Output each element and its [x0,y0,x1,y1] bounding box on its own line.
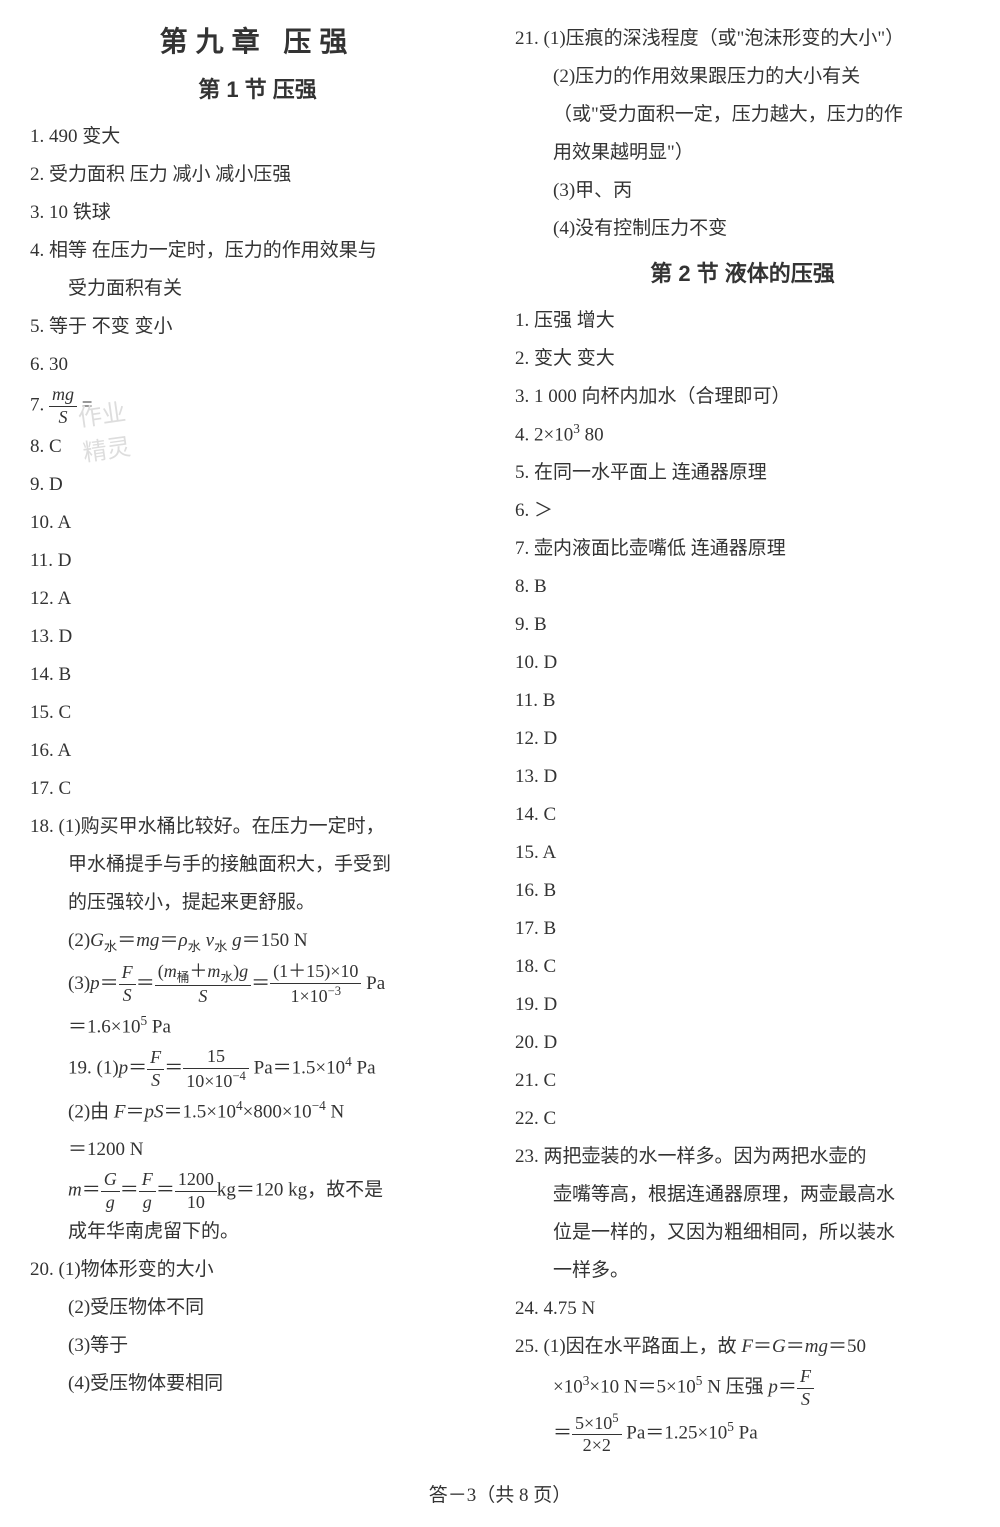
answer-line: 壶嘴等高，根据连通器原理，两壶最高水 [515,1176,970,1214]
answer-line: 20. D [515,1024,970,1062]
q7-suffix: = [77,395,92,416]
answer-line: 7. mg S = [30,384,485,428]
answer-line: 23. 两把壶装的水一样多。因为两把水壶的 [515,1138,970,1176]
answer-line: 15. A [515,834,970,872]
answer-line: m＝Gg＝Fg＝120010kg＝120 kg，故不是 [30,1169,485,1213]
answer-line: ＝5×1052×2 Pa＝1.25×105 Pa [515,1411,970,1457]
two-column-layout: 第九章 压强 第 1 节 压强 1. 490 变大 2. 受力面积 压力 减小 … [30,20,970,1457]
answer-line: 1. 490 变大 [30,118,485,156]
answer-line: 20. (1)物体形变的大小 [30,1251,485,1289]
section2-title: 第 2 节 液体的压强 [515,256,970,288]
answer-line: 10. D [515,644,970,682]
answer-line: 12. A [30,580,485,618]
chapter-title: 第九章 压强 [30,20,485,60]
answer-line: (4)受压物体要相同 [30,1365,485,1403]
answer-line: 14. B [30,656,485,694]
answer-line: 位是一样的，又因为粗细相同，所以装水 [515,1214,970,1252]
answer-line: 甲水桶提手与手的接触面积大，手受到 [30,846,485,884]
answer-line: ＝1200 N [30,1131,485,1169]
answer-line: (2)G水＝mg＝ρ水 v水 g＝150 N [30,922,485,960]
answer-line: 14. C [515,796,970,834]
answer-line: 13. D [30,618,485,656]
answer-line: (4)没有控制压力不变 [515,210,970,248]
answer-line: 一样多。 [515,1252,970,1290]
answer-line: 16. B [515,872,970,910]
left-column: 第九章 压强 第 1 节 压强 1. 490 变大 2. 受力面积 压力 减小 … [30,20,485,1457]
answer-line: 3. 10 铁球 [30,194,485,232]
answer-line: 6. ＞ [515,492,970,530]
answer-line: ＝1.6×105 Pa [30,1008,485,1046]
right-column: 21. (1)压痕的深浅程度（或"泡沫形变的大小"） (2)压力的作用效果跟压力… [515,20,970,1457]
q7-prefix: 7. [30,395,49,416]
answer-line: 2. 受力面积 压力 减小 减小压强 [30,156,485,194]
answer-line: 4. 相等 在压力一定时，压力的作用效果与 [30,232,485,270]
answer-line: (3)p＝FS＝(m桶＋m水)gS＝(1＋15)×101×10−3 Pa [30,961,485,1008]
answer-line: 18. (1)购买甲水桶比较好。在压力一定时， [30,808,485,846]
answer-line: 22. C [515,1100,970,1138]
answer-line: 5. 在同一水平面上 连通器原理 [515,454,970,492]
answer-line: 17. B [515,910,970,948]
answer-line: (2)压力的作用效果跟压力的大小有关 [515,58,970,96]
answer-line: 15. C [30,694,485,732]
answer-line: 11. B [515,682,970,720]
answer-line: 18. C [515,948,970,986]
answer-line: 9. B [515,606,970,644]
answer-line: 19. (1)p＝FS＝1510×10−4 Pa＝1.5×104 Pa [30,1046,485,1092]
page-footer: 答－3（共 8 页） [0,1480,1000,1507]
answer-line: (3)甲、丙 [515,172,970,210]
answer-line: (2)受压物体不同 [30,1289,485,1327]
fraction: mg S [49,384,77,428]
answer-line: 19. D [515,986,970,1024]
answer-line: 受力面积有关 [30,270,485,308]
answer-line: 6. 30 [30,346,485,384]
answer-line: （或"受力面积一定，压力越大，压力的作 [515,96,970,134]
answer-line: 12. D [515,720,970,758]
answer-line: 21. C [515,1062,970,1100]
answer-line: 成年华南虎留下的。 [30,1213,485,1251]
answer-line: 21. (1)压痕的深浅程度（或"泡沫形变的大小"） [515,20,970,58]
answer-line: 用效果越明显"） [515,134,970,172]
answer-line: 7. 壶内液面比壶嘴低 连通器原理 [515,530,970,568]
answer-line: 1. 压强 增大 [515,302,970,340]
answer-line: 11. D [30,542,485,580]
answer-line: 8. C [30,428,485,466]
answer-line: 16. A [30,732,485,770]
answer-line: 8. B [515,568,970,606]
answer-line: 10. A [30,504,485,542]
answer-line: 24. 4.75 N [515,1290,970,1328]
frac-den: S [59,407,68,427]
answer-line: 3. 1 000 向杯内加水（合理即可） [515,378,970,416]
answer-line: 5. 等于 不变 变小 [30,308,485,346]
section1-title: 第 1 节 压强 [30,72,485,104]
answer-line: 17. C [30,770,485,808]
answer-line: 的压强较小，提起来更舒服。 [30,884,485,922]
answer-line: ×103×10 N＝5×105 N 压强 p＝FS [515,1366,970,1410]
answer-line: 9. D [30,466,485,504]
answer-line: (3)等于 [30,1327,485,1365]
answer-line: (2)由 F＝pS＝1.5×104×800×10−4 N [30,1093,485,1131]
answer-line: 25. (1)因在水平路面上，故 F＝G＝mg＝50 [515,1328,970,1366]
answer-line: 4. 2×103 80 [515,416,970,454]
answer-line: 2. 变大 变大 [515,340,970,378]
frac-num: mg [52,384,74,404]
answer-line: 13. D [515,758,970,796]
